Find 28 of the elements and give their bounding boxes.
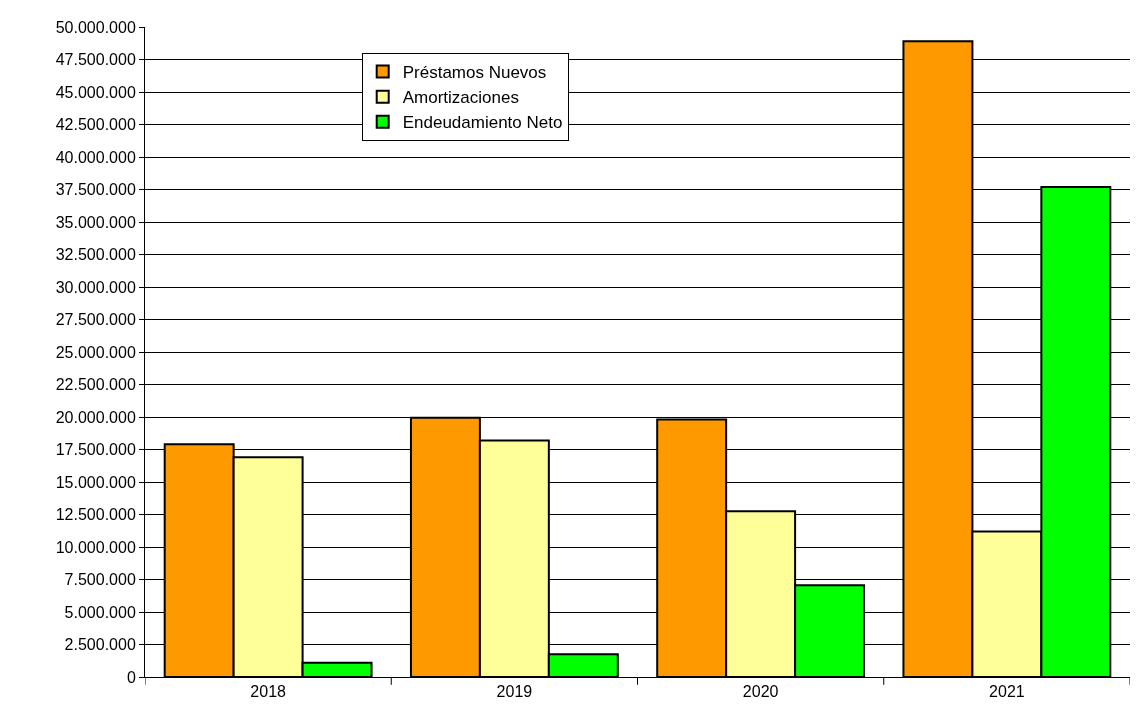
y-tick-label: 25.000.000 xyxy=(55,343,136,361)
x-tick-label: 2019 xyxy=(496,683,533,701)
y-tick-label: 0 xyxy=(126,668,136,686)
y-tick-label: 17.500.000 xyxy=(55,441,136,459)
y-tick-label: 37.500.000 xyxy=(55,181,136,199)
y-tick-label: 12.500.000 xyxy=(55,506,136,524)
x-tick-label: 2021 xyxy=(989,683,1025,701)
y-tick-label: 20.000.000 xyxy=(55,408,136,426)
y-tick-label: 42.500.000 xyxy=(55,116,136,134)
x-tick-label: 2018 xyxy=(250,683,287,701)
legend-label: Préstamos Nuevos xyxy=(402,63,547,83)
y-tick-label: 5.000.000 xyxy=(64,603,136,621)
legend-label: Amortizaciones xyxy=(402,88,519,108)
y-tick-label: 2.500.000 xyxy=(64,636,136,654)
legend-label: Endeudamiento Neto xyxy=(402,113,563,133)
y-tick-label: 22.500.000 xyxy=(55,376,136,394)
x-tick-label: 2020 xyxy=(742,683,779,701)
y-tick-label: 10.000.000 xyxy=(55,538,136,556)
y-tick-label: 35.000.000 xyxy=(55,213,136,231)
y-tick-label: 27.500.000 xyxy=(55,311,136,329)
y-tick-label: 45.000.000 xyxy=(55,83,136,101)
y-tick-label: 15.000.000 xyxy=(55,473,136,491)
y-tick-label: 50.000.000 xyxy=(55,18,136,36)
y-tick-label: 32.500.000 xyxy=(55,246,136,264)
y-tick-label: 7.500.000 xyxy=(64,571,136,589)
y-tick-label: 30.000.000 xyxy=(55,278,136,296)
y-tick-label: 47.500.000 xyxy=(55,51,136,69)
y-tick-label: 40.000.000 xyxy=(55,148,136,166)
